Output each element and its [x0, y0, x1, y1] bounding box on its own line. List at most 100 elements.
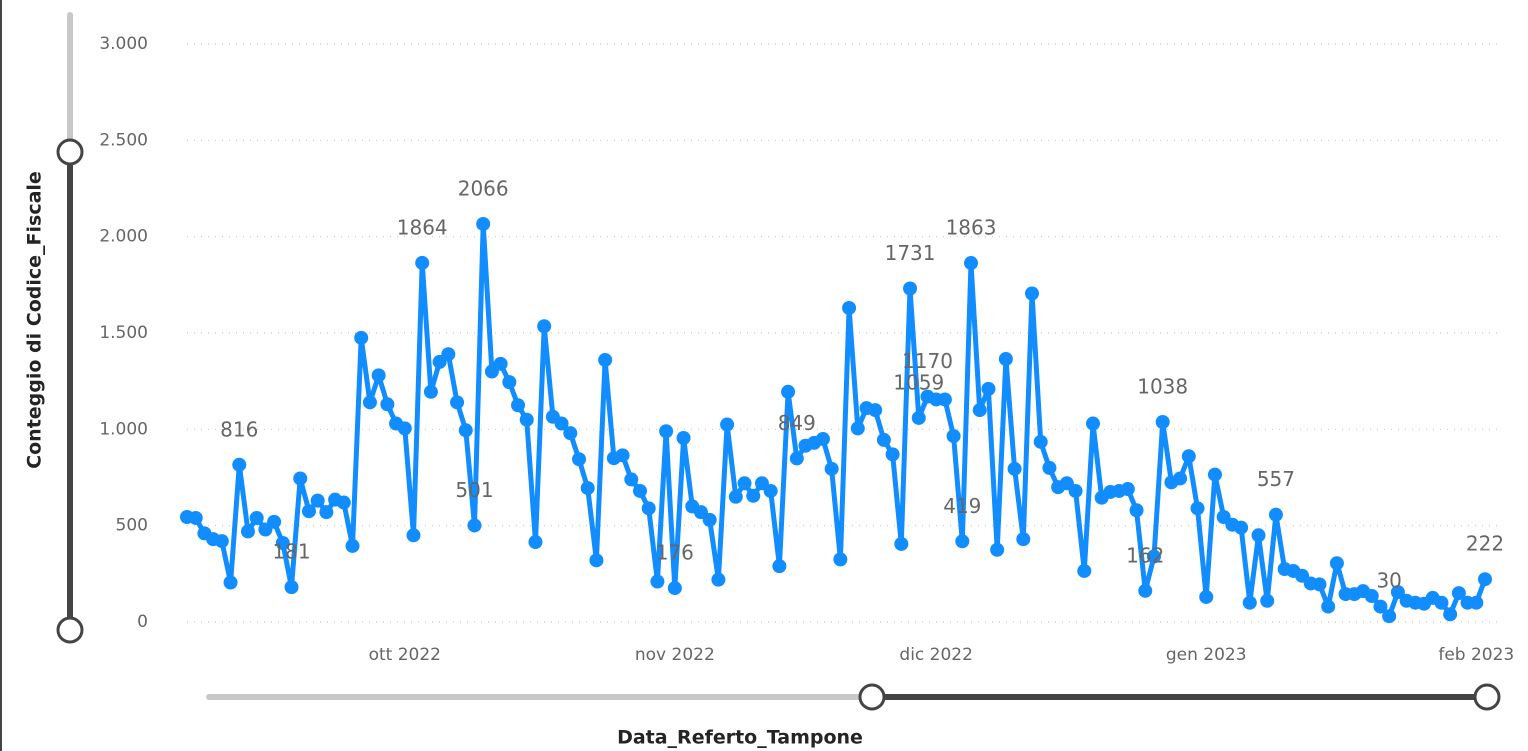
data-label: 176	[656, 541, 694, 565]
data-point	[223, 575, 238, 590]
data-label: 1038	[1137, 375, 1188, 399]
data-point	[1329, 556, 1344, 571]
data-point	[1234, 520, 1249, 535]
x-slider-handle[interactable]	[1473, 683, 1501, 711]
data-point	[537, 319, 552, 334]
x-tick-label: dic 2022	[899, 645, 973, 665]
data-point	[728, 489, 743, 504]
data-point	[868, 403, 883, 418]
data-point	[528, 535, 543, 550]
data-label: 30	[1376, 569, 1401, 593]
data-point	[667, 581, 682, 596]
data-point	[903, 281, 918, 296]
data-point	[232, 457, 247, 472]
data-point	[1207, 467, 1222, 482]
data-point	[1085, 416, 1100, 431]
data-point	[336, 495, 351, 510]
data-point	[1146, 549, 1161, 564]
data-point	[406, 528, 421, 543]
x-slider-handle[interactable]	[858, 683, 886, 711]
data-point	[450, 395, 465, 410]
y-tick-label: 0	[137, 612, 148, 632]
data-point	[467, 518, 482, 533]
data-point	[1033, 434, 1048, 449]
data-point	[415, 255, 430, 270]
y-axis-title: Conteggio di Codice_Fiscale	[24, 171, 46, 469]
x-axis-title: Data_Referto_Tampone	[617, 727, 863, 749]
data-label: 557	[1257, 467, 1295, 491]
data-point	[876, 432, 891, 447]
data-point	[188, 510, 203, 525]
x-tick-label: feb 2023	[1438, 645, 1514, 665]
data-point	[354, 330, 369, 345]
data-point	[842, 300, 857, 315]
data-label: 501	[455, 478, 493, 502]
data-point	[310, 493, 325, 508]
data-point	[833, 552, 848, 567]
data-point	[476, 216, 491, 231]
data-point	[659, 424, 674, 439]
data-point	[1138, 583, 1153, 598]
data-point	[1434, 595, 1449, 610]
data-point	[1155, 415, 1170, 430]
data-point	[554, 416, 569, 431]
data-point	[998, 352, 1013, 367]
y-slider-handle[interactable]	[56, 138, 84, 166]
data-label: 419	[943, 494, 981, 518]
y-tick-label: 1.500	[99, 323, 148, 343]
data-label: 1731	[885, 241, 936, 265]
data-point	[275, 536, 290, 551]
data-point	[441, 347, 456, 362]
data-point	[267, 514, 282, 529]
data-point	[1382, 609, 1397, 624]
y-slider-handle[interactable]	[56, 616, 84, 644]
data-point	[824, 461, 839, 476]
data-point	[702, 512, 717, 527]
data-point	[815, 431, 830, 446]
data-point	[1260, 593, 1275, 608]
data-point	[1469, 595, 1484, 610]
data-point	[676, 431, 691, 446]
data-point	[493, 356, 508, 371]
data-point	[1199, 589, 1214, 604]
data-point	[1181, 449, 1196, 464]
data-point	[772, 559, 787, 574]
x-tick-label: nov 2022	[635, 645, 715, 665]
data-label: 1170	[902, 349, 953, 373]
x-tick-label: ott 2022	[369, 645, 441, 665]
data-point	[894, 536, 909, 551]
data-point	[423, 384, 438, 399]
data-point	[572, 452, 587, 467]
data-point	[458, 423, 473, 438]
data-point	[946, 429, 961, 444]
data-point	[789, 451, 804, 466]
data-point	[1042, 460, 1057, 475]
data-point	[1312, 577, 1327, 592]
data-point	[1251, 528, 1266, 543]
data-point	[1007, 461, 1022, 476]
data-point	[763, 483, 778, 498]
data-point	[563, 426, 578, 441]
data-point	[990, 542, 1005, 557]
data-label: 181	[272, 540, 310, 564]
data-point	[362, 395, 377, 410]
data-label: 222	[1466, 532, 1504, 556]
y-tick-label: 2.500	[99, 130, 148, 150]
data-point	[240, 524, 255, 539]
data-point	[1478, 572, 1492, 587]
plot-area: 0 500 1.000 1.500 2.000 2.500 3.000 ott 2022 nov…	[99, 34, 1514, 665]
y-tick-label: 500	[116, 516, 148, 536]
data-point	[284, 580, 299, 595]
data-point	[1321, 599, 1336, 614]
data-point	[249, 510, 264, 525]
data-point	[711, 572, 726, 587]
data-point	[981, 381, 996, 396]
data-point	[1443, 607, 1458, 622]
data-point	[502, 375, 517, 390]
y-tick-label: 2.000	[99, 227, 148, 247]
data-point	[972, 403, 987, 418]
data-point	[937, 392, 952, 407]
data-point	[319, 505, 334, 520]
data-point	[293, 471, 308, 486]
